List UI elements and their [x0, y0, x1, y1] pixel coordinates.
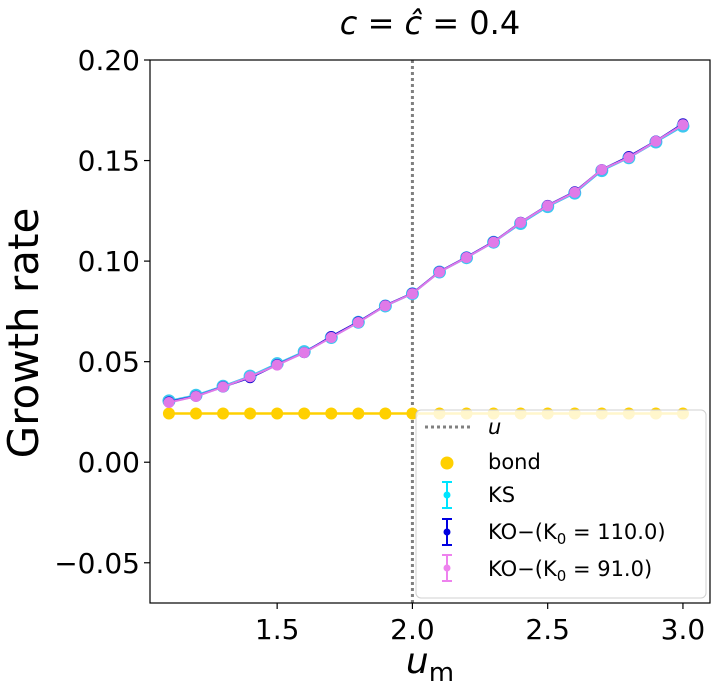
data-point [298, 347, 310, 359]
y-tick-label: −0.05 [54, 547, 140, 580]
tick-marks [144, 59, 684, 609]
data-point [379, 407, 392, 420]
legend-label-ks: KS [488, 483, 515, 507]
legend-markers [425, 425, 470, 582]
data-point [352, 316, 364, 328]
series-KO−(K₀=91.0) [163, 119, 689, 408]
data-point [461, 251, 473, 263]
data-point [162, 407, 175, 420]
x-tick-label: 2.0 [390, 613, 435, 646]
legend-errorbar-dot [443, 564, 451, 572]
data-point [515, 216, 527, 228]
data-point [244, 407, 257, 420]
series-line [168, 122, 684, 403]
series-group [162, 118, 690, 420]
x-tick-label: 3.0 [661, 613, 706, 646]
legend-errorbar-dot [443, 491, 451, 499]
data-point [677, 119, 689, 131]
data-point [650, 135, 662, 147]
legend-box [415, 409, 707, 599]
x-tick-label: 2.5 [525, 613, 570, 646]
data-point [623, 152, 635, 164]
data-point [244, 371, 256, 383]
y-tick-label: 0.20 [78, 44, 140, 77]
data-point [406, 288, 418, 300]
legend-marker-4 [442, 554, 452, 582]
legend-marker-3 [442, 518, 452, 546]
y-tick-label: 0.05 [78, 346, 140, 379]
y-axis-label: Growth rate [0, 208, 48, 459]
y-tick-label: 0.10 [78, 245, 140, 278]
data-point [488, 236, 500, 248]
legend-label-bond: bond [488, 450, 541, 474]
data-point [325, 407, 338, 420]
legend-label-u: u [488, 415, 501, 439]
legend-label-ko-91: KO−(K0 = 91.0) [488, 557, 652, 585]
data-point [569, 186, 581, 198]
data-point [298, 407, 311, 420]
data-point [406, 407, 419, 420]
data-point [542, 200, 554, 212]
chart-title: c = ĉ = 0.4 [340, 4, 520, 42]
tick-labels: 1.5 2.0 2.5 3.0 −0.05 0.00 0.05 0.10 0.15 0.20 [54, 44, 705, 646]
data-point [190, 390, 202, 402]
data-point [325, 332, 337, 344]
data-point [217, 381, 229, 393]
legend: u bond KS KO−(K0 = 110.0) KO−(K0 = 91.0) [415, 409, 707, 599]
data-point [271, 407, 284, 420]
data-point [217, 407, 230, 420]
legend-label-ko-110: KO−(K0 = 110.0) [488, 520, 666, 548]
series-KO−(K₀=110.0) [163, 118, 689, 408]
series-KS [162, 119, 690, 408]
x-tick-label: 1.5 [255, 613, 300, 646]
legend-errorbar-dot [443, 528, 451, 536]
legend-marker-2 [442, 481, 452, 509]
legend-marker-bond [440, 456, 454, 470]
data-point [596, 164, 608, 176]
data-point [352, 407, 365, 420]
data-point [189, 407, 202, 420]
y-tick-label: 0.15 [78, 145, 140, 178]
y-tick-label: 0.00 [78, 446, 140, 479]
data-point [433, 266, 445, 278]
data-point [163, 396, 175, 408]
data-point [271, 359, 283, 371]
x-axis-label: um [406, 641, 454, 685]
plot-frame [149, 59, 711, 604]
data-point [379, 300, 391, 312]
